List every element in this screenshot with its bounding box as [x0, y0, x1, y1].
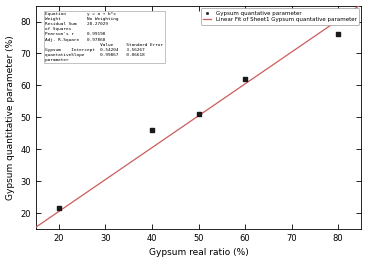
X-axis label: Gypsum real ratio (%): Gypsum real ratio (%) — [149, 249, 248, 257]
Y-axis label: Gypsum quantitative parameter (%): Gypsum quantitative parameter (%) — [6, 35, 15, 200]
Point — [56, 206, 62, 210]
Point — [196, 112, 201, 116]
Text: Equation        y = a + b*x
Weight          No Weighting
Residual Sum    28.2702: Equation y = a + b*x Weight No Weighting… — [46, 12, 163, 62]
Legend: Gypsum quantative parameter, Linear Fit of Sheet1 Gypsum quantative parameter: Gypsum quantative parameter, Linear Fit … — [201, 8, 359, 24]
Point — [149, 128, 155, 132]
Point — [335, 32, 341, 36]
Point — [242, 77, 248, 81]
